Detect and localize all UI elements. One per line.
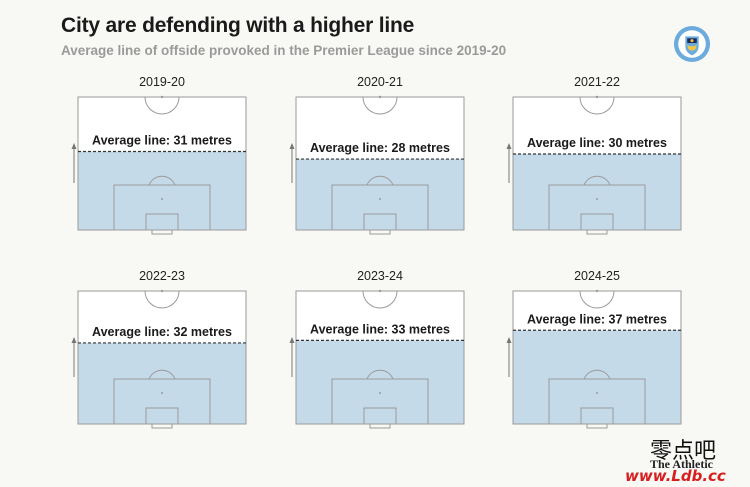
- centre-circle: [362, 96, 398, 115]
- season-label: 2020-21: [357, 75, 403, 89]
- penalty-spot: [379, 392, 381, 394]
- publisher-logo: The Athletic: [650, 457, 713, 471]
- offside-zone-bar: [296, 340, 464, 424]
- direction-arrowhead: [71, 337, 77, 343]
- penalty-spot: [379, 198, 381, 200]
- watermark-text: 零点吧: [650, 439, 717, 464]
- average-line-label: Average line: 30 metres: [527, 136, 667, 150]
- average-line-label: Average line: 32 metres: [92, 325, 232, 339]
- goal: [586, 229, 608, 235]
- goal: [586, 423, 608, 429]
- centre-spot: [378, 95, 382, 99]
- average-line-label: Average line: 33 metres: [310, 322, 450, 336]
- season-label: 2022-23: [139, 269, 185, 283]
- goal: [369, 229, 391, 235]
- pitch-panel: 2022-23 Average line: 32 metres: [71, 269, 247, 429]
- centre-circle: [579, 290, 615, 309]
- centre-spot: [378, 289, 382, 293]
- pitch-panel: 2021-22 Average line: 30 metres: [506, 75, 682, 235]
- direction-arrowhead: [71, 143, 77, 149]
- direction-arrowhead: [289, 337, 295, 343]
- penalty-arc: [148, 175, 176, 186]
- goal: [151, 229, 173, 235]
- direction-arrowhead: [506, 337, 512, 343]
- direction-arrowhead: [289, 143, 295, 149]
- goal: [151, 423, 173, 429]
- penalty-arc: [366, 175, 394, 186]
- centre-circle: [579, 96, 615, 115]
- centre-circle: [362, 290, 398, 309]
- pitch-panel: 2020-21 Average line: 28 metres: [289, 75, 465, 235]
- offside-zone-bar: [78, 151, 246, 230]
- penalty-spot: [596, 392, 598, 394]
- offside-zone-bar: [296, 159, 464, 230]
- page-subtitle: Average line of offside provoked in the …: [61, 43, 507, 58]
- direction-arrowhead: [506, 143, 512, 149]
- season-label: 2023-24: [357, 269, 403, 283]
- centre-circle: [144, 290, 180, 309]
- offside-zone-bar: [513, 154, 681, 230]
- pitch-panel: 2023-24 Average line: 33 metres: [289, 269, 465, 429]
- offside-zone-bar: [78, 342, 246, 424]
- penalty-arc: [148, 369, 176, 380]
- season-label: 2021-22: [574, 75, 620, 89]
- season-label: 2019-20: [139, 75, 185, 89]
- average-line-label: Average line: 28 metres: [310, 141, 450, 155]
- penalty-spot: [161, 392, 163, 394]
- offside-zone-bar: [513, 330, 681, 424]
- goal: [369, 423, 391, 429]
- season-label: 2024-25: [574, 269, 620, 283]
- centre-spot: [595, 289, 599, 293]
- watermark-url: www.Ldb.cc: [625, 467, 726, 485]
- penalty-arc: [583, 369, 611, 380]
- page-title: City are defending with a higher line: [61, 14, 415, 37]
- centre-circle: [144, 96, 180, 115]
- centre-spot: [595, 95, 599, 99]
- penalty-arc: [583, 175, 611, 186]
- penalty-arc: [366, 369, 394, 380]
- penalty-spot: [161, 198, 163, 200]
- pitch-panel: 2024-25 Average line: 37 metres: [506, 269, 682, 429]
- average-line-label: Average line: 31 metres: [92, 133, 232, 147]
- average-line-label: Average line: 37 metres: [527, 312, 667, 326]
- manchester-city-crest-icon: [673, 25, 711, 63]
- pitch-panel: 2019-20 Average line: 31 metres: [71, 75, 247, 235]
- centre-spot: [160, 95, 164, 99]
- penalty-spot: [596, 198, 598, 200]
- centre-spot: [160, 289, 164, 293]
